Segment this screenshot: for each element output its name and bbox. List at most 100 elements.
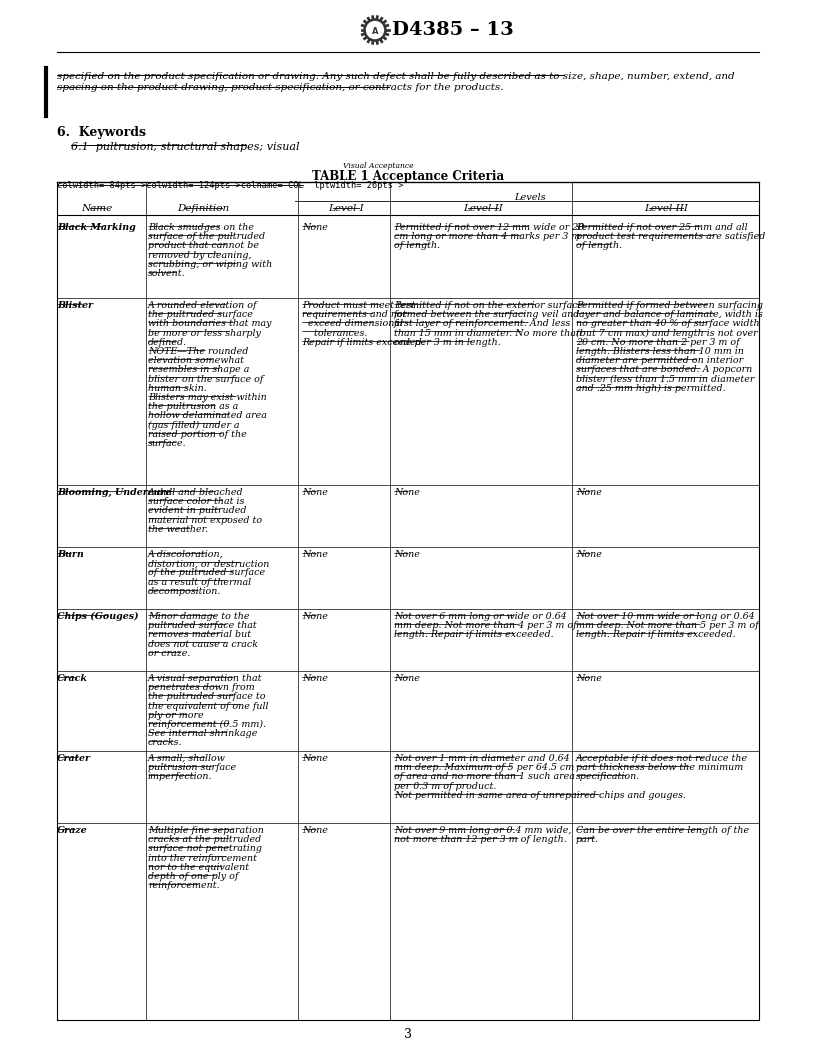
Text: one per 3 m in length.: one per 3 m in length.	[394, 338, 501, 346]
Text: Name: Name	[82, 204, 113, 213]
Text: layer and balance of laminate, width is: layer and balance of laminate, width is	[576, 310, 763, 319]
Text: of area and no more than 1 such area: of area and no more than 1 such area	[394, 772, 575, 781]
Text: D4385 – 13: D4385 – 13	[392, 21, 514, 39]
Text: first layer of reinforcement. And less: first layer of reinforcement. And less	[394, 319, 571, 328]
Text: None: None	[302, 826, 328, 835]
Text: the pultruded surface to: the pultruded surface to	[148, 693, 265, 701]
Text: None: None	[302, 612, 328, 621]
Text: Minor damage to the: Minor damage to the	[148, 612, 250, 621]
Text: resembles in shape a: resembles in shape a	[148, 365, 250, 375]
Text: Levels: Levels	[514, 193, 545, 202]
Text: tolerances.: tolerances.	[302, 328, 367, 338]
Text: 3: 3	[404, 1029, 412, 1041]
Text: 6.1  pultrusion; structural shapes; visual: 6.1 pultrusion; structural shapes; visua…	[71, 142, 299, 152]
Text: and .25 mm high) is permitted.: and .25 mm high) is permitted.	[576, 383, 725, 393]
Text: of the pultruded surface: of the pultruded surface	[148, 568, 265, 578]
Text: NOTE—The rounded: NOTE—The rounded	[148, 347, 248, 356]
Text: imperfection.: imperfection.	[148, 772, 212, 781]
Text: None: None	[302, 550, 328, 559]
Text: cm long or more than 4 marks per 3 m: cm long or more than 4 marks per 3 m	[394, 232, 580, 241]
Text: Can be over the entire length of the: Can be over the entire length of the	[576, 826, 749, 835]
Text: pultruded surface that: pultruded surface that	[148, 621, 257, 630]
Text: the weather.: the weather.	[148, 525, 208, 533]
Text: diameter are permitted on interior: diameter are permitted on interior	[576, 356, 743, 365]
Text: Permitted if formed between surfacing: Permitted if formed between surfacing	[576, 301, 763, 310]
Text: surfaces that are bonded. A popcorn: surfaces that are bonded. A popcorn	[576, 365, 752, 375]
Text: product test requirements are satisfied: product test requirements are satisfied	[576, 232, 765, 241]
Text: A discoloration,: A discoloration,	[148, 550, 224, 559]
Text: part.: part.	[576, 835, 599, 844]
Text: Blooming, Undercure: Blooming, Undercure	[57, 488, 171, 497]
Text: blister (less than 1.5 mm in diameter: blister (less than 1.5 mm in diameter	[576, 375, 754, 383]
Text: blister on the surface of: blister on the surface of	[148, 375, 264, 383]
Text: distortion, or destruction: distortion, or destruction	[148, 560, 269, 568]
Text: Permitted if not on the exterior surface: Permitted if not on the exterior surface	[394, 301, 583, 310]
Circle shape	[364, 19, 386, 41]
Text: A: A	[372, 26, 379, 36]
Text: (gas filled) under a: (gas filled) under a	[148, 420, 240, 430]
Text: does not cause a crack: does not cause a crack	[148, 640, 258, 648]
Text: 20 cm. No more than 2 per 3 m of: 20 cm. No more than 2 per 3 m of	[576, 338, 739, 346]
Text: Crack: Crack	[57, 674, 88, 683]
Text: None: None	[576, 488, 602, 497]
Text: A rounded elevation of: A rounded elevation of	[148, 301, 258, 310]
Text: defined.: defined.	[148, 338, 187, 346]
Text: per 0.3 m of product.: per 0.3 m of product.	[394, 781, 496, 791]
Text: None: None	[576, 550, 602, 559]
Text: Black smudges on the: Black smudges on the	[148, 223, 254, 232]
Text: not more than 12 per 3 m of length.: not more than 12 per 3 m of length.	[394, 835, 567, 844]
Text: None: None	[394, 488, 420, 497]
Text: pultrusion surface: pultrusion surface	[148, 763, 236, 772]
Text: None: None	[302, 754, 328, 763]
Text: length. Blisters less than 10 mm in: length. Blisters less than 10 mm in	[576, 347, 744, 356]
Text: Visual Acceptance: Visual Acceptance	[343, 162, 414, 170]
Text: solvent.: solvent.	[148, 269, 185, 278]
Text: Multiple fine separation: Multiple fine separation	[148, 826, 264, 835]
Text: the pultrusion as a: the pultrusion as a	[148, 402, 238, 411]
Text: penetrates down from: penetrates down from	[148, 683, 255, 692]
Text: Chips (Gouges): Chips (Gouges)	[57, 612, 139, 621]
Text: TABLE 1 Acceptance Criteria: TABLE 1 Acceptance Criteria	[312, 170, 504, 183]
Text: Not over 10 mm wide or long or 0.64: Not over 10 mm wide or long or 0.64	[576, 612, 755, 621]
Text: or craze.: or craze.	[148, 648, 190, 658]
Text: no greater than 40 % of surface width: no greater than 40 % of surface width	[576, 319, 760, 328]
Text: ply or more: ply or more	[148, 711, 204, 720]
Text: Repair if limits exceeded.: Repair if limits exceeded.	[302, 338, 425, 346]
Text: removed by cleaning,: removed by cleaning,	[148, 250, 251, 260]
Text: mm deep. Not more than 5 per 3 m of: mm deep. Not more than 5 per 3 m of	[576, 621, 759, 630]
Text: hollow delaminated area: hollow delaminated area	[148, 412, 267, 420]
Text: length. Repair if limits exceeded.: length. Repair if limits exceeded.	[576, 630, 736, 639]
Text: colwidth= 84pts >colwidth= 124pts >colname= COL  lptwidth= 26pts >: colwidth= 84pts >colwidth= 124pts >colna…	[57, 181, 403, 190]
Text: None: None	[302, 223, 328, 232]
Text: surface of the pultruded: surface of the pultruded	[148, 232, 265, 241]
Text: Level I: Level I	[328, 204, 364, 213]
Text: Blister: Blister	[57, 301, 93, 310]
Text: of length.: of length.	[394, 242, 440, 250]
Text: the pultruded surface: the pultruded surface	[148, 310, 253, 319]
Text: mm deep. Not more than 4 per 3 m of: mm deep. Not more than 4 per 3 m of	[394, 621, 577, 630]
Text: reinforcement (0.5 mm).: reinforcement (0.5 mm).	[148, 720, 266, 729]
Text: nor to the equivalent: nor to the equivalent	[148, 863, 249, 872]
Text: None: None	[302, 674, 328, 683]
Text: Level III: Level III	[644, 204, 688, 213]
Text: Definition: Definition	[177, 204, 229, 213]
Text: as a result of thermal: as a result of thermal	[148, 578, 251, 586]
Text: None: None	[302, 488, 328, 497]
Text: Not permitted in same area of unrepaired chips and gouges.: Not permitted in same area of unrepaired…	[394, 791, 686, 799]
Text: Burn: Burn	[57, 550, 84, 559]
Text: 6.  Keywords: 6. Keywords	[57, 126, 146, 139]
Text: evident in pultruded: evident in pultruded	[148, 507, 246, 515]
Text: cracks.: cracks.	[148, 738, 183, 748]
Text: Not over 9 mm long or 0.4 mm wide,: Not over 9 mm long or 0.4 mm wide,	[394, 826, 571, 835]
Text: specified on the product specification or drawing. Any such defect shall be full: specified on the product specification o…	[57, 72, 734, 81]
Text: (but 7 cm max) and length is not over: (but 7 cm max) and length is not over	[576, 328, 757, 338]
Text: of length.: of length.	[576, 242, 622, 250]
Text: A small, shallow: A small, shallow	[148, 754, 226, 763]
Text: Permitted if not over 12 mm wide or 20: Permitted if not over 12 mm wide or 20	[394, 223, 584, 232]
Text: scrubbing, or wiping with: scrubbing, or wiping with	[148, 260, 273, 269]
Text: Level II: Level II	[463, 204, 503, 213]
Text: length. Repair if limits exceeded.: length. Repair if limits exceeded.	[394, 630, 553, 639]
Text: None: None	[394, 550, 420, 559]
Text: the equivalent of one full: the equivalent of one full	[148, 701, 268, 711]
Text: formed between the surfacing veil and: formed between the surfacing veil and	[394, 310, 580, 319]
